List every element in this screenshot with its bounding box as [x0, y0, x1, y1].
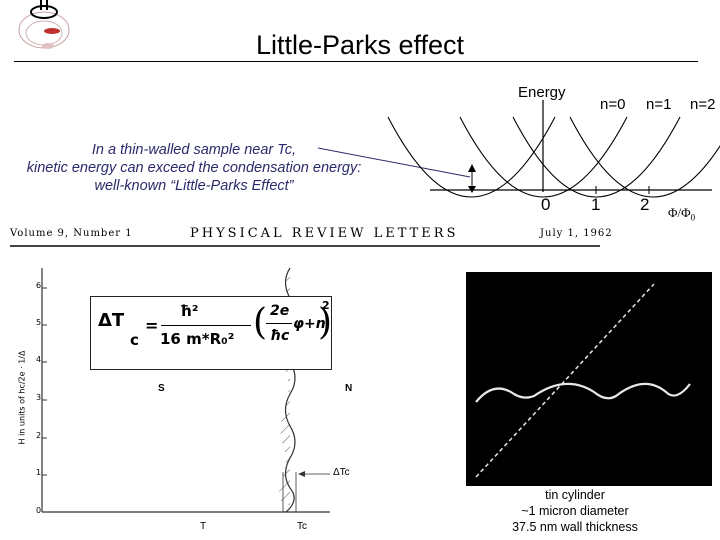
caption-line-3: 37.5 nm wall thickness	[512, 520, 638, 534]
y-tick-2: 2	[36, 431, 42, 440]
energy-axis-label: Energy	[518, 84, 566, 101]
caption-line-2: ~1 micron diameter	[521, 504, 629, 518]
formula-open-paren: (	[253, 302, 268, 343]
x-tick-2: 2	[640, 195, 650, 214]
formula-plus-n: +n	[304, 316, 326, 332]
n0-label: n=0	[600, 96, 626, 113]
region-n-label: N	[345, 383, 353, 394]
note-pointer-line	[317, 147, 471, 178]
note-line-2: kinetic energy can exceed the condensati…	[26, 160, 362, 176]
parabola-n0	[459, 116, 628, 198]
phase-boundary-figure	[41, 267, 330, 513]
formula-numerator: ħ²	[180, 302, 199, 320]
formula-paren-den: ħc	[270, 328, 290, 344]
n1-label: n=1	[646, 96, 672, 113]
oscillation-trace	[475, 382, 691, 403]
parabola-n1	[512, 116, 681, 198]
journal-rule	[10, 245, 600, 247]
x-tick-0: 0	[541, 195, 551, 214]
formula-inner-bar	[266, 323, 292, 324]
formula-denominator: 16 m*R₀²	[160, 330, 235, 348]
energy-parabola-diagram	[317, 100, 720, 198]
note-line-1: In a thin-walled sample near Tc,	[91, 142, 297, 158]
formula-lhs-sub: c	[130, 331, 139, 349]
slide-title: Little-Parks effect	[255, 30, 465, 60]
y-tick-6: 6	[36, 281, 42, 290]
scope-caption: tin cylinder ~1 micron diameter 37.5 nm …	[490, 487, 660, 535]
x-tick-1: 1	[591, 195, 601, 214]
parabola-n2	[569, 116, 720, 198]
delta-tc-label: ΔTc	[333, 467, 350, 478]
x-label-t: T	[200, 521, 207, 532]
little-parks-note: In a thin-walled sample near Tc, kinetic…	[4, 141, 384, 195]
linear-trace	[475, 283, 655, 478]
journal-date: July 1, 1962	[540, 228, 613, 239]
phase-y-axis-label: H in units of hc/2e · 1/Δ	[17, 350, 27, 445]
formula-box	[90, 296, 332, 370]
journal-name: PHYSICAL REVIEW LETTERS	[190, 226, 459, 241]
y-tick-0: 0	[36, 506, 42, 515]
formula-equals: =	[145, 316, 159, 335]
y-tick-4: 4	[36, 355, 42, 364]
formula-paren-num: 2e	[270, 303, 290, 319]
n2-label: n=2	[690, 96, 716, 113]
formula-close-paren: )	[318, 302, 333, 343]
formula-power: 2	[322, 299, 330, 312]
caption-line-1: tin cylinder	[545, 488, 605, 502]
y-tick-5: 5	[36, 318, 42, 327]
formula-phi: φ	[293, 316, 304, 332]
formula-fraction-bar	[161, 325, 251, 326]
formula-lhs: ΔT	[98, 310, 125, 331]
institution-logo-icon	[18, 0, 70, 49]
journal-volume: Volume 9, Number 1	[10, 228, 133, 239]
flux-axis-label: Φ/Φ0	[668, 205, 696, 223]
note-line-3: well-known “Little-Parks Effect”	[94, 178, 294, 194]
y-tick-1: 1	[36, 468, 42, 477]
title-underline	[14, 61, 698, 62]
region-s-label: S	[158, 383, 165, 394]
parabola-n-minus-1	[387, 116, 556, 198]
y-tick-3: 3	[36, 393, 42, 402]
x-label-tc: Tc	[297, 521, 307, 532]
oscilloscope-trace-image	[466, 272, 712, 486]
